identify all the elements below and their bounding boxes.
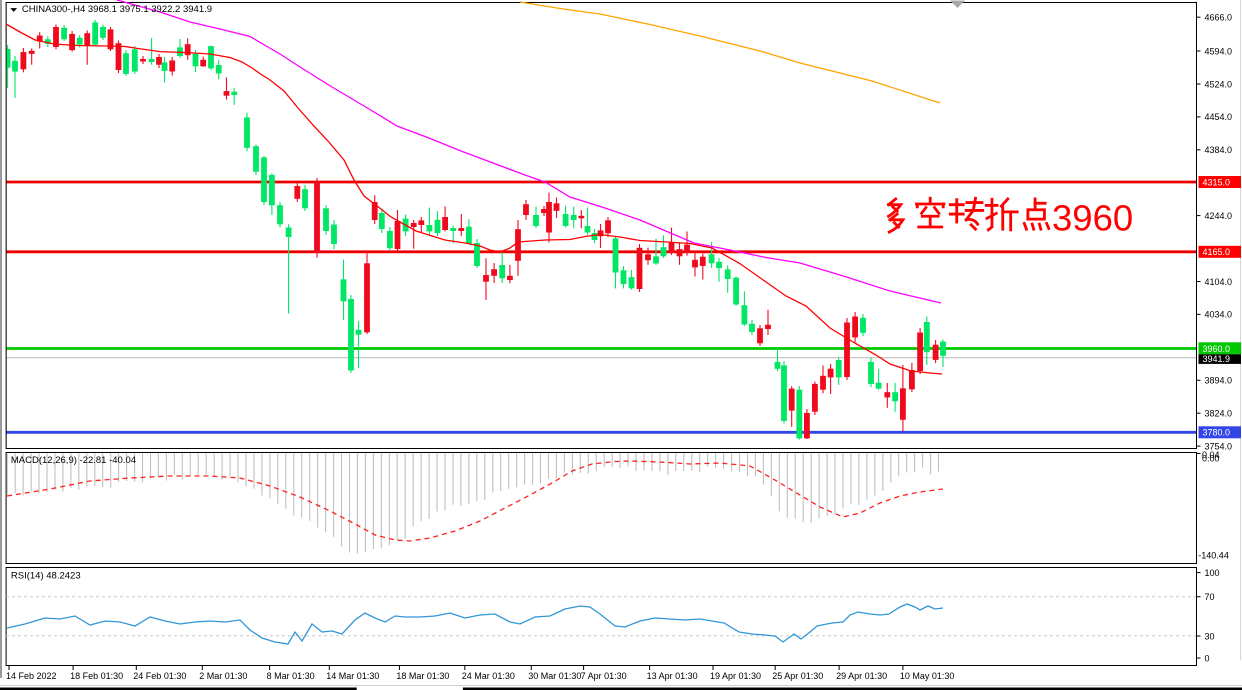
- svg-text:3960: 3960: [1052, 198, 1133, 239]
- svg-text:7 Apr 01:30: 7 Apr 01:30: [581, 671, 627, 681]
- svg-text:-140.44: -140.44: [1198, 551, 1229, 561]
- svg-text:18 Mar 01:30: 18 Mar 01:30: [396, 671, 449, 681]
- svg-text:4384.0: 4384.0: [1205, 145, 1233, 155]
- svg-text:14 Feb 2022: 14 Feb 2022: [6, 671, 57, 681]
- svg-text:4315.0: 4315.0: [1203, 177, 1231, 187]
- svg-text:4104.0: 4104.0: [1205, 277, 1233, 287]
- svg-text:70: 70: [1205, 592, 1215, 602]
- svg-text:3941.9: 3941.9: [1203, 354, 1231, 364]
- svg-text:24 Mar 01:30: 24 Mar 01:30: [462, 671, 515, 681]
- svg-text:100: 100: [1205, 568, 1220, 578]
- svg-text:10 May 01:30: 10 May 01:30: [900, 671, 955, 681]
- svg-text:30 Mar 01:30: 30 Mar 01:30: [528, 671, 581, 681]
- svg-text:0: 0: [1205, 653, 1210, 663]
- svg-text:4594.0: 4594.0: [1205, 46, 1233, 56]
- svg-text:30: 30: [1205, 631, 1215, 641]
- svg-text:18 Feb 01:30: 18 Feb 01:30: [70, 671, 123, 681]
- svg-text:4666.0: 4666.0: [1205, 13, 1233, 23]
- svg-text:0.00: 0.00: [1202, 453, 1220, 463]
- svg-text:4524.0: 4524.0: [1205, 79, 1233, 89]
- svg-text:4165.0: 4165.0: [1203, 247, 1231, 257]
- svg-text:19 Apr 01:30: 19 Apr 01:30: [710, 671, 761, 681]
- svg-text:2 Mar 01:30: 2 Mar 01:30: [199, 671, 247, 681]
- svg-text:3780.0: 3780.0: [1203, 428, 1231, 438]
- svg-text:3824.0: 3824.0: [1205, 409, 1233, 419]
- svg-text:CHINA300-,H4 3968.1 3975.1 39: CHINA300-,H4 3968.1 3975.1 3922.2 3941.9: [22, 4, 212, 15]
- svg-text:4244.0: 4244.0: [1205, 211, 1233, 221]
- svg-text:RSI(14) 48.2423: RSI(14) 48.2423: [11, 570, 81, 581]
- svg-text:24 Feb 01:30: 24 Feb 01:30: [133, 671, 186, 681]
- svg-text:4454.0: 4454.0: [1205, 112, 1233, 122]
- svg-text:4034.0: 4034.0: [1205, 310, 1233, 320]
- svg-text:3960.0: 3960.0: [1203, 344, 1231, 354]
- svg-text:29 Apr 01:30: 29 Apr 01:30: [836, 671, 887, 681]
- svg-text:13 Apr 01:30: 13 Apr 01:30: [647, 671, 698, 681]
- svg-text:8 Mar 01:30: 8 Mar 01:30: [267, 671, 315, 681]
- svg-text:3894.0: 3894.0: [1205, 376, 1233, 386]
- svg-text:14 Mar 01:30: 14 Mar 01:30: [326, 671, 379, 681]
- svg-text:25 Apr 01:30: 25 Apr 01:30: [772, 671, 823, 681]
- svg-text:3754.0: 3754.0: [1205, 441, 1233, 451]
- svg-text:0.04: 0.04: [1202, 450, 1220, 460]
- svg-text:MACD(12,26,9) -22.81 -40.04: MACD(12,26,9) -22.81 -40.04: [11, 455, 136, 466]
